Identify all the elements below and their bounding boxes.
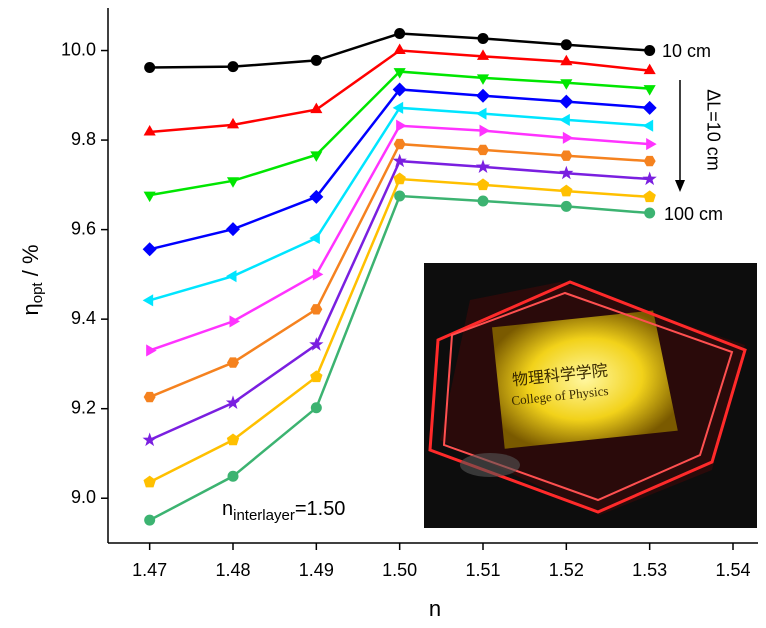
marker — [477, 145, 489, 155]
marker — [394, 28, 405, 39]
marker — [476, 89, 490, 103]
marker — [644, 156, 656, 166]
marker — [396, 120, 407, 132]
x-tick-label: 1.52 — [549, 560, 584, 580]
y-tick-label: 9.6 — [71, 218, 96, 238]
marker — [144, 392, 156, 402]
x-tick-label: 1.49 — [299, 560, 334, 580]
marker — [144, 62, 155, 73]
annotation-after: =1.50 — [295, 498, 346, 520]
marker — [644, 45, 655, 56]
marker — [143, 433, 157, 447]
marker — [476, 159, 490, 173]
marker — [644, 85, 656, 96]
marker — [646, 138, 657, 150]
x-tick-label: 1.51 — [465, 560, 500, 580]
marker — [228, 471, 239, 482]
marker — [478, 195, 489, 206]
annotation: ΔL=10 cm — [703, 89, 723, 171]
marker — [394, 139, 406, 149]
y-tick-label: 10.0 — [61, 39, 96, 59]
x-tick-label: 1.53 — [632, 560, 667, 580]
marker — [144, 192, 156, 203]
x-tick-label: 1.50 — [382, 560, 417, 580]
marker — [228, 61, 239, 72]
y-label-main: η — [18, 303, 43, 315]
y-tick-label: 9.2 — [71, 397, 96, 417]
marker — [560, 79, 572, 90]
y-tick-label: 9.4 — [71, 308, 96, 328]
marker — [559, 95, 573, 109]
marker — [563, 132, 574, 144]
marker — [560, 185, 572, 197]
y-label-after: / % — [18, 244, 43, 282]
marker — [477, 178, 489, 190]
marker — [559, 114, 570, 126]
y-axis-label: ηopt / % — [18, 244, 46, 315]
marker — [394, 191, 405, 202]
x-tick-label: 1.54 — [715, 560, 750, 580]
marker — [394, 44, 406, 55]
marker — [561, 201, 572, 212]
y-label-sub: opt — [29, 282, 46, 304]
marker — [477, 74, 489, 85]
marker — [393, 173, 405, 185]
marker — [643, 120, 654, 132]
annotation-sub: interlayer — [233, 507, 295, 524]
marker — [561, 39, 572, 50]
marker — [143, 294, 154, 306]
marker — [311, 402, 322, 413]
marker — [644, 64, 656, 75]
marker — [310, 370, 322, 382]
marker — [643, 101, 657, 115]
annotation: 10 cm — [662, 41, 711, 61]
marker — [559, 166, 573, 180]
marker — [309, 232, 320, 244]
x-tick-label: 1.48 — [215, 560, 250, 580]
logo — [460, 453, 520, 477]
chart: 物理科学学院 College of Physics n ηopt / % 10 … — [0, 0, 766, 628]
marker — [476, 108, 487, 120]
annotation: 100 cm — [664, 204, 723, 224]
arrow-head — [675, 180, 685, 192]
marker — [478, 33, 489, 44]
inset-photo: 物理科学学院 College of Physics — [424, 263, 757, 528]
annotation: ninterlayer=1.50 — [222, 498, 345, 524]
y-tick-label: 9.8 — [71, 129, 96, 149]
marker — [311, 55, 322, 66]
marker — [146, 344, 157, 356]
y-tick-label: 9.0 — [71, 487, 96, 507]
marker — [643, 172, 657, 186]
marker — [560, 151, 572, 161]
marker — [143, 476, 155, 488]
marker — [477, 49, 489, 60]
series-line — [150, 89, 650, 249]
marker — [226, 222, 240, 236]
marker — [144, 125, 156, 136]
marker — [643, 190, 655, 202]
marker — [226, 270, 237, 282]
marker — [143, 242, 157, 256]
annotation-main: n — [222, 498, 233, 520]
marker — [644, 208, 655, 219]
marker — [560, 55, 572, 65]
x-axis-label: n — [429, 596, 441, 621]
marker — [144, 515, 155, 526]
x-tick-label: 1.47 — [132, 560, 167, 580]
marker — [226, 395, 240, 409]
marker — [480, 125, 491, 137]
